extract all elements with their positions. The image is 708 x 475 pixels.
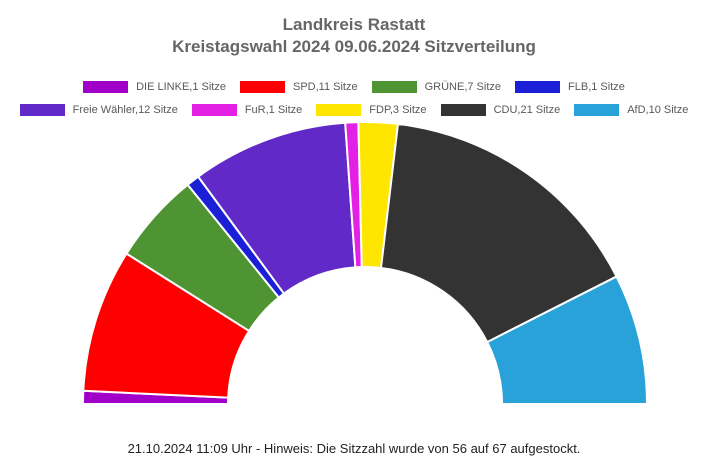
legend-item-freie-wähler[interactable]: Freie Wähler,12 Sitze [19,104,178,116]
legend-item-flb[interactable]: FLB,1 Sitze [515,81,625,93]
legend-row: Freie Wähler,12 Sitze FuR,1 Sitze FDP,3 Si… [0,104,708,116]
legend-swatch [19,104,65,116]
legend-label: FDP,3 Sitze [369,104,427,116]
legend-label: SPD,11 Sitze [292,81,358,93]
chart-title-line2: Kreistagswahl 2024 09.06.2024 Sitzvertei… [172,37,536,56]
legend-label: GRÜNE,7 Sitze [424,81,502,93]
legend-label: CDU,21 Sitze [493,104,561,116]
legend-swatch [316,104,362,116]
legend-item-die-linke[interactable]: DIE LINKE,1 Sitze [83,81,226,93]
legend-swatch [191,104,237,116]
legend-item-spd[interactable]: SPD,11 Sitze [239,81,358,93]
legend-swatch [515,81,561,93]
legend-label: Freie Wähler,12 Sitze [72,104,178,116]
legend-item-fdp[interactable]: FDP,3 Sitze [316,104,427,116]
chart-title-line1: Landkreis Rastatt [282,15,426,34]
legend-item-afd[interactable]: AfD,10 Sitze [574,104,688,116]
legend-row: DIE LINKE,1 Sitze SPD,11 Sitze GRÜNE,7 Sit… [0,81,708,93]
legend-swatch [440,104,486,116]
legend-item-grüne[interactable]: GRÜNE,7 Sitze [371,81,502,93]
legend-item-cdu[interactable]: CDU,21 Sitze [440,104,561,116]
legend-label: DIE LINKE,1 Sitze [136,81,226,93]
legend-swatch [239,81,285,93]
slice-cdu[interactable] [380,122,618,344]
legend-swatch [574,104,620,116]
footer-note: 21.10.2024 11:09 Uhr - Hinweis: Die Sitz… [127,441,581,456]
chart-title-block: Landkreis Rastatt Kreistagswahl 2024 09.… [0,14,708,58]
legend-label: AfD,10 Sitze [627,104,689,116]
legend-swatch [371,81,417,93]
legend-label: FLB,1 Sitze [568,81,625,93]
legend-item-fur[interactable]: FuR,1 Sitze [191,104,303,116]
legend-label: FuR,1 Sitze [244,104,303,116]
legend-swatch [83,81,129,93]
slice-afd[interactable] [486,275,648,405]
